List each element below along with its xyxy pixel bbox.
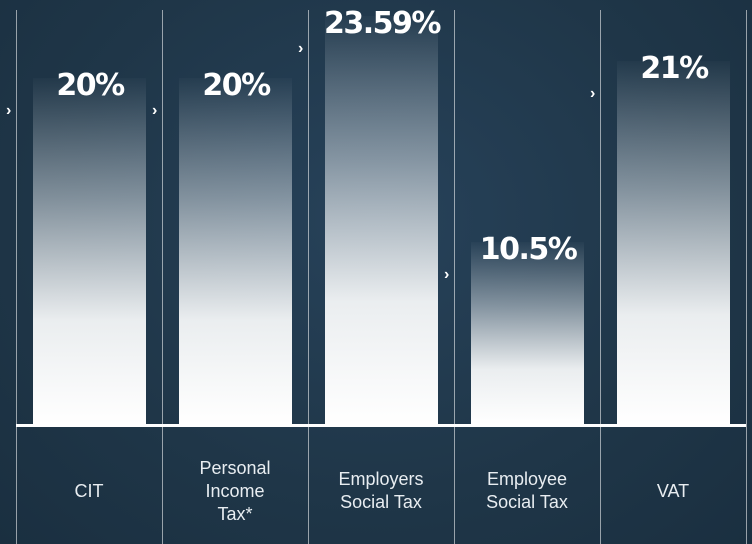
column-divider [162,10,163,544]
category-label: Employers Social Tax [338,469,424,512]
value-label: 10.5% [479,232,578,268]
category-label: VAT [656,480,690,501]
value-label: 20% [56,68,125,103]
value-label: 21% [640,50,709,86]
bar [33,78,146,424]
bar [471,242,584,424]
baseline [16,424,746,427]
value-label: 23.59% [324,5,441,41]
chevron: › [6,102,12,119]
column-divider [746,10,747,544]
value-label: 20% [202,68,271,103]
column-divider [16,10,17,544]
chevron: › [152,102,158,119]
column-divider [600,10,601,544]
column-divider [454,10,455,544]
chevron: › [444,266,450,284]
category-label: Employee Social Tax [486,469,568,512]
bar [179,78,292,424]
bar [617,60,730,424]
bar [325,15,438,424]
category-label: CIT [74,480,104,501]
chevron: › [298,39,304,57]
category-label: Personal Income Tax* [199,457,271,524]
chevron: › [590,84,596,102]
column-divider [308,10,309,544]
